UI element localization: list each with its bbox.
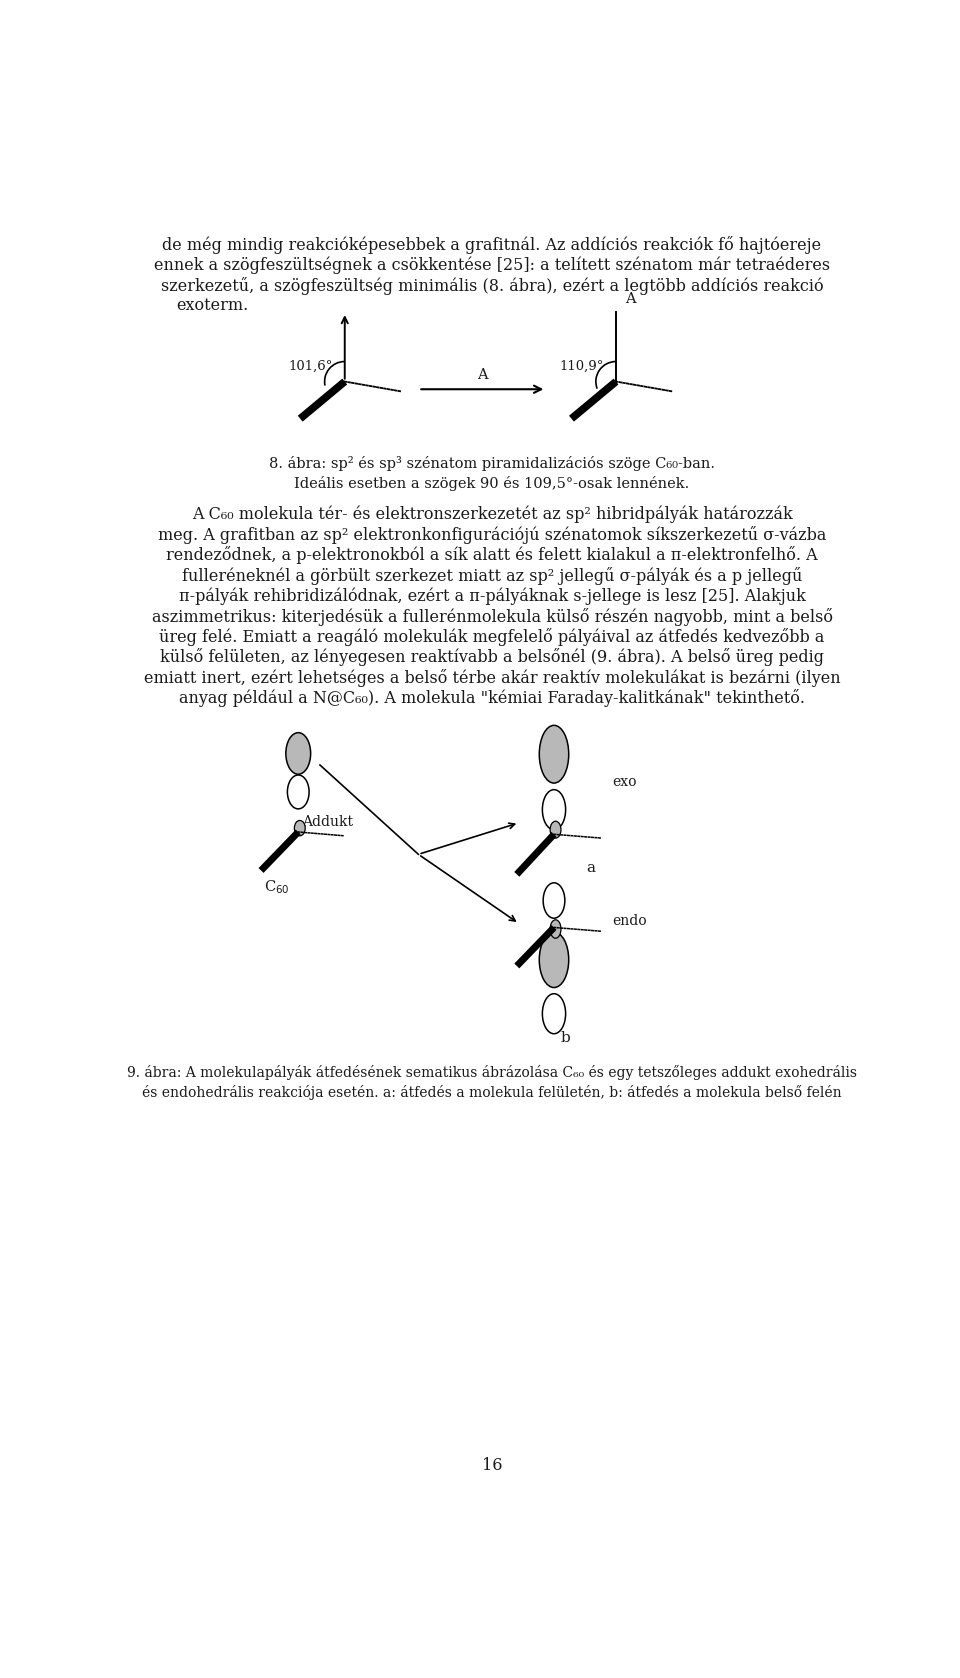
Ellipse shape [286, 733, 311, 774]
Text: 9. ábra: A molekulapályák átfedésének sematikus ábrázolása C₆₀ és egy tetszőlege: 9. ábra: A molekulapályák átfedésének se… [127, 1066, 857, 1081]
Text: 110,9°: 110,9° [560, 359, 604, 373]
Text: szerkezetű, a szögfeszültség minimális (8. ábra), ezért a legtöbb addíciós reakc: szerkezetű, a szögfeszültség minimális (… [160, 277, 824, 295]
Text: endo: endo [612, 915, 647, 928]
Ellipse shape [543, 883, 564, 918]
Text: és endohedrális reakciója esetén. a: átfedés a molekula felületén, b: átfedés a : és endohedrális reakciója esetén. a: átf… [142, 1084, 842, 1099]
Ellipse shape [295, 821, 305, 836]
Text: anyag például a N@C₆₀). A molekula "kémiai Faraday-kalitkának" tekinthető.: anyag például a N@C₆₀). A molekula "kémi… [179, 690, 805, 706]
Text: Addukt: Addukt [302, 816, 353, 829]
Text: külső felületen, az lényegesen reaktívabb a belsőnél (9. ábra). A belső üreg ped: külső felületen, az lényegesen reaktívab… [160, 648, 824, 666]
Ellipse shape [550, 821, 561, 837]
Ellipse shape [540, 725, 568, 784]
Text: de még mindig reakcióképesebbek a grafitnál. Az addíciós reakciók fő hajtóereje: de még mindig reakcióképesebbek a grafit… [162, 237, 822, 253]
Ellipse shape [287, 775, 309, 809]
Ellipse shape [550, 920, 561, 938]
Text: rendeződnek, a p-elektronokból a sík alatt és felett kialakul a π-elektronfelhő.: rendeződnek, a p-elektronokból a sík ala… [166, 547, 818, 564]
Text: üreg felé. Emiatt a reagáló molekulák megfelelő pályáival az átfedés kedvezőbb a: üreg felé. Emiatt a reagáló molekulák me… [159, 628, 825, 646]
Text: a: a [587, 861, 596, 876]
Text: aszimmetrikus: kiterjedésük a fullerénmolekula külső részén nagyobb, mint a bels: aszimmetrikus: kiterjedésük a fullerénmo… [152, 607, 832, 626]
Text: 16: 16 [482, 1457, 502, 1475]
Text: C$_{60}$: C$_{60}$ [264, 878, 289, 896]
Text: emiatt inert, ezért lehetséges a belső térbe akár reaktív molekulákat is bezárni: emiatt inert, ezért lehetséges a belső t… [144, 670, 840, 686]
Ellipse shape [542, 993, 565, 1034]
Text: 8. ábra: sp² és sp³ szénatom piramidalizációs szöge C₆₀-ban.: 8. ábra: sp² és sp³ szénatom piramidaliz… [269, 456, 715, 472]
Text: exo: exo [612, 775, 636, 789]
Text: fulleréneknél a görbült szerkezet miatt az sp² jellegű σ-pályák és a p jellegű: fulleréneknél a görbült szerkezet miatt … [181, 567, 803, 584]
Text: Ideális esetben a szögek 90 és 109,5°-osak lennének.: Ideális esetben a szögek 90 és 109,5°-os… [295, 477, 689, 492]
Text: A: A [625, 292, 636, 305]
Text: A: A [477, 367, 488, 381]
Ellipse shape [540, 931, 568, 988]
Ellipse shape [542, 790, 565, 829]
Text: meg. A grafitban az sp² elektronkonfigurációjú szénatomok síkszerkezetű σ-vázba: meg. A grafitban az sp² elektronkonfigur… [157, 525, 827, 544]
Text: A C₆₀ molekula tér- és elektronszerkezetét az sp² hibridpályák határozzák: A C₆₀ molekula tér- és elektronszerkezet… [192, 505, 792, 524]
Text: exoterm.: exoterm. [176, 297, 248, 314]
Text: ennek a szögfeszültségnek a csökkentése [25]: a telített szénatom már tetraédere: ennek a szögfeszültségnek a csökkentése … [154, 257, 830, 274]
Text: π-pályák rehibridizálódnak, ezért a π-pályáknak s-jellege is lesz [25]. Alakjuk: π-pályák rehibridizálódnak, ezért a π-pá… [179, 587, 805, 604]
Text: b: b [561, 1030, 570, 1045]
Text: 101,6°: 101,6° [288, 359, 333, 373]
